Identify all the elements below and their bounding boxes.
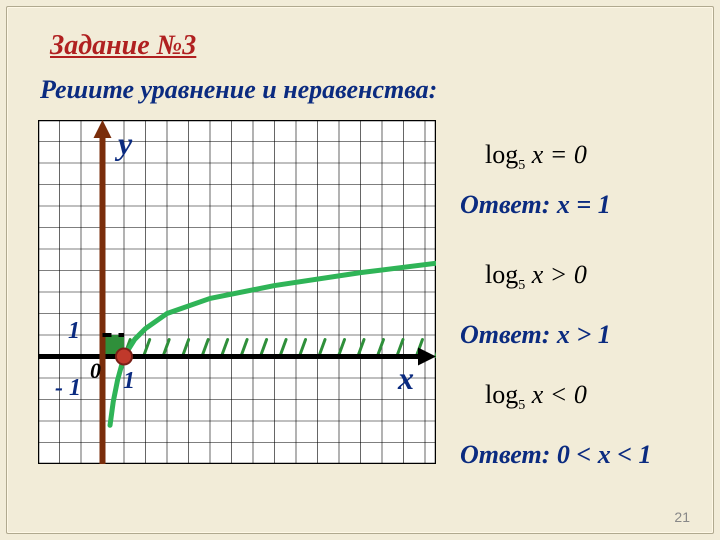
- tick-1-y: 1: [68, 318, 80, 345]
- answer-2: Ответ: x > 1: [460, 320, 611, 350]
- answer-1: Ответ: x = 1: [460, 190, 611, 220]
- equation-3: log5 x < 0: [485, 380, 587, 414]
- y-axis-label: y: [118, 125, 132, 162]
- eq1-log: log: [485, 140, 518, 169]
- task-subtitle: Решите уравнение и неравенства:: [40, 75, 437, 105]
- answer-3: Ответ: 0 < x < 1: [460, 440, 652, 470]
- page-number: 21: [674, 509, 690, 525]
- eq3-log: log: [485, 380, 518, 409]
- eq3-rest: x < 0: [525, 380, 587, 409]
- tick-1-x: 1: [123, 368, 135, 395]
- task-title: Задание №3: [50, 30, 196, 62]
- equation-2: log5 x > 0: [485, 260, 587, 294]
- x-axis-label: x: [398, 360, 414, 397]
- tick-neg1-y: - 1: [55, 375, 81, 402]
- eq2-rest: x > 0: [525, 260, 587, 289]
- origin-label: 0: [90, 358, 101, 384]
- equation-1: log5 x = 0: [485, 140, 587, 174]
- log-chart: [38, 120, 436, 464]
- eq1-rest: x = 0: [525, 140, 587, 169]
- eq2-log: log: [485, 260, 518, 289]
